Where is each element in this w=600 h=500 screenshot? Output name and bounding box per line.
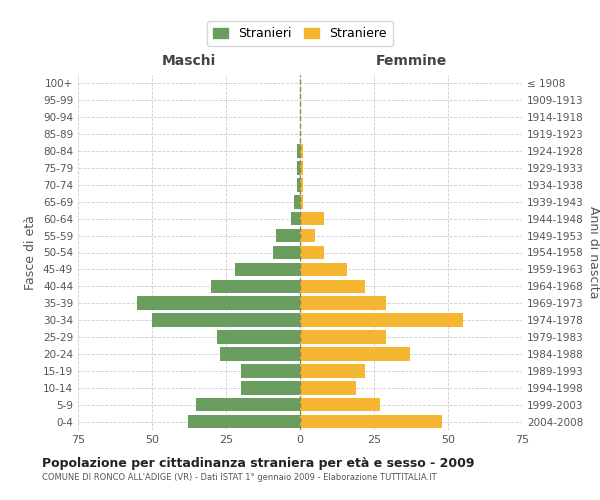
Bar (300, 178, 303, 192)
Bar (300, 246, 323, 260)
Bar (217, 330, 300, 344)
Legend: Stranieri, Straniere: Stranieri, Straniere (207, 21, 393, 46)
Bar (297, 178, 300, 192)
Bar (300, 229, 315, 242)
Bar (300, 144, 303, 158)
Bar (137, 296, 300, 310)
Text: Maschi: Maschi (162, 54, 216, 68)
Bar (291, 212, 300, 226)
Bar (300, 262, 347, 276)
Bar (188, 415, 300, 428)
Y-axis label: Fasce di età: Fasce di età (25, 215, 37, 290)
Bar (300, 347, 410, 360)
Bar (300, 212, 323, 226)
Bar (300, 330, 386, 344)
Bar (300, 415, 442, 428)
Bar (294, 195, 300, 208)
Bar (220, 347, 300, 360)
Bar (277, 229, 300, 242)
Bar (300, 296, 386, 310)
Bar (300, 280, 365, 293)
Text: Femmine: Femmine (376, 54, 446, 68)
Bar (300, 161, 303, 174)
Bar (297, 144, 300, 158)
Bar (300, 398, 380, 411)
Bar (300, 195, 303, 208)
Text: Popolazione per cittadinanza straniera per età e sesso - 2009: Popolazione per cittadinanza straniera p… (42, 458, 475, 470)
Bar (241, 364, 300, 378)
Bar (241, 381, 300, 394)
Bar (235, 262, 300, 276)
Y-axis label: Anni di nascita: Anni di nascita (587, 206, 600, 298)
Bar (211, 280, 300, 293)
Bar (300, 314, 463, 327)
Bar (297, 161, 300, 174)
Bar (300, 364, 365, 378)
Bar (274, 246, 300, 260)
Bar (196, 398, 300, 411)
Text: COMUNE DI RONCO ALL'ADIGE (VR) - Dati ISTAT 1° gennaio 2009 - Elaborazione TUTTI: COMUNE DI RONCO ALL'ADIGE (VR) - Dati IS… (42, 472, 437, 482)
Bar (152, 314, 300, 327)
Bar (300, 381, 356, 394)
